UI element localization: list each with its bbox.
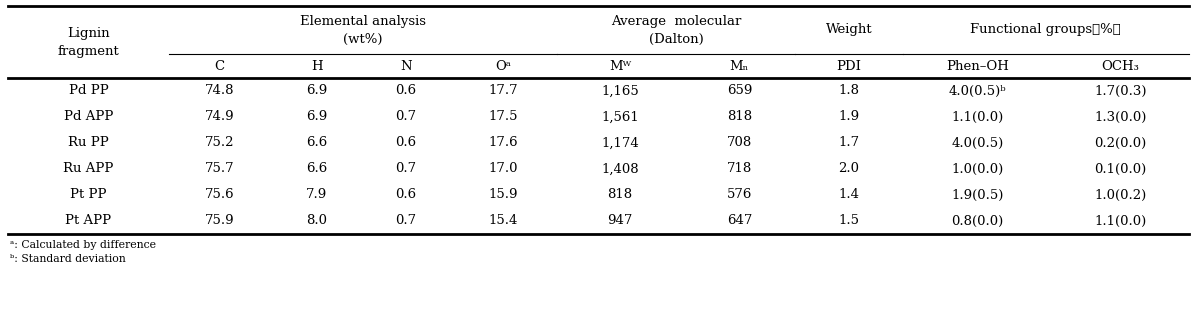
Text: C: C: [214, 60, 225, 73]
Text: 0.6: 0.6: [395, 136, 417, 149]
Text: 1.1(0.0): 1.1(0.0): [1094, 214, 1147, 227]
Text: 1.7: 1.7: [838, 136, 859, 149]
Text: Pt APP: Pt APP: [66, 214, 111, 227]
Text: 1,174: 1,174: [601, 136, 639, 149]
Text: Mₙ: Mₙ: [730, 60, 749, 73]
Text: 0.2(0.0): 0.2(0.0): [1094, 136, 1147, 149]
Text: 1,561: 1,561: [601, 110, 639, 123]
Text: Ru APP: Ru APP: [63, 163, 114, 176]
Text: 17.5: 17.5: [488, 110, 518, 123]
Text: 75.7: 75.7: [205, 163, 235, 176]
Text: 0.8(0.0): 0.8(0.0): [952, 214, 1003, 227]
Text: 647: 647: [727, 214, 752, 227]
Text: Mᵂ: Mᵂ: [609, 60, 631, 73]
Text: 6.6: 6.6: [306, 163, 327, 176]
Text: 0.7: 0.7: [395, 163, 417, 176]
Text: 1.9(0.5): 1.9(0.5): [952, 189, 1003, 202]
Text: 1.0(0.0): 1.0(0.0): [952, 163, 1003, 176]
Text: 75.9: 75.9: [205, 214, 235, 227]
Text: Lignin
fragment: Lignin fragment: [57, 27, 120, 57]
Text: PDI: PDI: [837, 60, 862, 73]
Text: 708: 708: [727, 136, 752, 149]
Text: 0.7: 0.7: [395, 110, 417, 123]
Text: Pt PP: Pt PP: [71, 189, 107, 202]
Text: 659: 659: [727, 85, 752, 98]
Text: 15.4: 15.4: [488, 214, 518, 227]
Text: 1.0(0.2): 1.0(0.2): [1094, 189, 1147, 202]
Text: 17.7: 17.7: [488, 85, 518, 98]
Text: 818: 818: [608, 189, 633, 202]
Text: 4.0(0.5)ᵇ: 4.0(0.5)ᵇ: [948, 85, 1005, 98]
Text: H: H: [311, 60, 322, 73]
Text: 74.9: 74.9: [205, 110, 235, 123]
Text: ᵃ: Calculated by difference: ᵃ: Calculated by difference: [10, 240, 156, 250]
Text: 0.6: 0.6: [395, 189, 417, 202]
Text: Weight: Weight: [826, 24, 873, 37]
Text: 4.0(0.5): 4.0(0.5): [952, 136, 1003, 149]
Text: 1.5: 1.5: [839, 214, 859, 227]
Text: Ru PP: Ru PP: [68, 136, 109, 149]
Text: 718: 718: [727, 163, 752, 176]
Text: 15.9: 15.9: [488, 189, 518, 202]
Text: 7.9: 7.9: [306, 189, 327, 202]
Text: ᵇ: Standard deviation: ᵇ: Standard deviation: [10, 254, 126, 264]
Text: OCH₃: OCH₃: [1101, 60, 1140, 73]
Text: Pd PP: Pd PP: [68, 85, 109, 98]
Text: 0.6: 0.6: [395, 85, 417, 98]
Text: 1.4: 1.4: [839, 189, 859, 202]
Text: N: N: [400, 60, 412, 73]
Text: 6.9: 6.9: [306, 85, 327, 98]
Text: 818: 818: [727, 110, 752, 123]
Text: Average  molecular
(Dalton): Average molecular (Dalton): [610, 15, 741, 45]
Text: 2.0: 2.0: [839, 163, 859, 176]
Text: 1.7(0.3): 1.7(0.3): [1094, 85, 1147, 98]
Text: 8.0: 8.0: [306, 214, 327, 227]
Text: Oᵃ: Oᵃ: [496, 60, 511, 73]
Text: 576: 576: [727, 189, 752, 202]
Text: 75.6: 75.6: [205, 189, 235, 202]
Text: Pd APP: Pd APP: [63, 110, 114, 123]
Text: 17.6: 17.6: [488, 136, 518, 149]
Text: 0.7: 0.7: [395, 214, 417, 227]
Text: 947: 947: [607, 214, 633, 227]
Text: 75.2: 75.2: [205, 136, 235, 149]
Text: 17.0: 17.0: [488, 163, 518, 176]
Text: 1,165: 1,165: [601, 85, 639, 98]
Text: Functional groups（%）: Functional groups（%）: [971, 24, 1122, 37]
Text: 1,408: 1,408: [601, 163, 639, 176]
Text: 1.9: 1.9: [838, 110, 859, 123]
Text: 1.1(0.0): 1.1(0.0): [952, 110, 1003, 123]
Text: Elemental analysis
(wt%): Elemental analysis (wt%): [300, 15, 426, 45]
Text: 74.8: 74.8: [205, 85, 235, 98]
Text: 1.3(0.0): 1.3(0.0): [1094, 110, 1147, 123]
Text: Phen–OH: Phen–OH: [946, 60, 1009, 73]
Text: 1.8: 1.8: [839, 85, 859, 98]
Text: 0.1(0.0): 0.1(0.0): [1094, 163, 1147, 176]
Text: 6.9: 6.9: [306, 110, 327, 123]
Text: 6.6: 6.6: [306, 136, 327, 149]
